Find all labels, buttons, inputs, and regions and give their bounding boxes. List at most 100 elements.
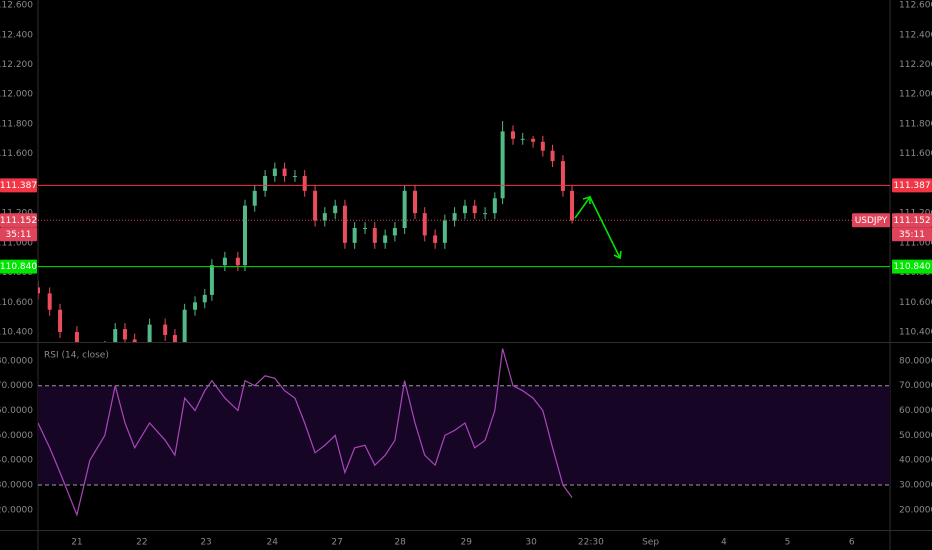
- y-tick-label: 111.000: [0, 238, 33, 248]
- x-tick-label: 22: [136, 538, 147, 548]
- candle-body: [442, 220, 447, 243]
- candle-body: [462, 205, 467, 214]
- candle-body: [235, 257, 240, 266]
- y-tick-label: 80.0000: [899, 356, 932, 366]
- y-tick-label: 112.200: [899, 60, 932, 70]
- x-tick-label: 23: [200, 538, 211, 548]
- y-tick-label: 30.0000: [899, 481, 932, 491]
- y-tick-label: 111.000: [899, 238, 932, 248]
- candle-body: [510, 131, 515, 139]
- candle-body: [147, 324, 152, 342]
- symbol-label: USDJPY: [855, 216, 888, 226]
- price-pane: [38, 120, 890, 342]
- candle-body: [313, 190, 318, 221]
- y-tick-label: 70.0000: [899, 381, 932, 391]
- y-tick-label: 111.600: [899, 149, 932, 159]
- x-tick-label: 5: [785, 538, 791, 548]
- y-tick-label: 112.000: [899, 90, 932, 100]
- x-tick-label: 27: [331, 538, 342, 548]
- candle-body: [322, 213, 327, 221]
- y-tick-label: 111.800: [899, 119, 932, 129]
- y-tick-label: 112.600: [0, 1, 33, 11]
- candle-body: [47, 293, 52, 310]
- candle-body: [132, 339, 137, 342]
- rsi-pane: [38, 348, 890, 517]
- candle-body: [252, 190, 257, 206]
- level-label-box: [892, 213, 932, 228]
- x-tick-label: 4: [721, 538, 727, 548]
- candle-body: [452, 213, 457, 221]
- symbol-label-box: [852, 213, 890, 228]
- x-tick-label: Sep: [642, 538, 659, 548]
- candle-body: [209, 265, 214, 295]
- candle-body: [182, 309, 187, 342]
- candle-body: [113, 329, 118, 342]
- y-tick-label: 110.400: [0, 328, 33, 338]
- level-label: 111.387: [893, 181, 930, 191]
- candle-body: [193, 302, 198, 310]
- candle-body: [483, 213, 488, 215]
- candle-body: [272, 168, 277, 176]
- candle-body: [363, 228, 368, 229]
- y-tick-label: 20.0000: [0, 505, 33, 515]
- candle-body: [352, 228, 357, 243]
- y-tick-label: 110.400: [899, 328, 932, 338]
- candle-body: [500, 131, 505, 199]
- rsi-band: [38, 385, 890, 486]
- y-tick-label: 60.0000: [899, 406, 932, 416]
- candle-body: [472, 205, 477, 214]
- countdown-label-box: [892, 227, 932, 242]
- candle-body: [433, 235, 438, 243]
- candle-body: [292, 175, 297, 177]
- y-tick-label: 110.600: [899, 298, 932, 308]
- trend-arrow: [574, 195, 622, 260]
- countdown-label: 35:11: [6, 230, 32, 240]
- candle-body: [383, 235, 388, 243]
- candle-body: [122, 329, 127, 340]
- level-label: 111.152: [0, 216, 37, 226]
- x-tick-label: 22:30: [578, 538, 604, 548]
- x-tick-label: 29: [461, 538, 473, 548]
- candle-body: [58, 309, 63, 333]
- candle-body: [413, 190, 418, 214]
- x-tick-label: 24: [267, 538, 279, 548]
- x-tick-label: 6: [849, 538, 855, 548]
- level-label-box: [892, 178, 932, 193]
- candle-body: [520, 138, 525, 140]
- y-tick-label: 30.0000: [0, 481, 33, 491]
- y-tick-label: 50.0000: [0, 431, 33, 441]
- candle-body: [422, 213, 427, 236]
- y-tick-label: 112.400: [899, 30, 932, 40]
- candle-body: [172, 335, 177, 342]
- candle-body: [302, 175, 307, 191]
- x-tick-label: 30: [525, 538, 537, 548]
- x-tick-label: 28: [394, 538, 406, 548]
- candle-body: [570, 190, 575, 221]
- candle-body: [202, 294, 207, 303]
- level-label-box: [892, 259, 932, 274]
- level-label-box: [0, 213, 37, 228]
- candle-body: [74, 332, 79, 342]
- level-label: 110.840: [893, 262, 930, 272]
- candle-body: [163, 324, 168, 336]
- level-label-box: [0, 178, 37, 193]
- y-tick-label: 70.0000: [0, 381, 33, 391]
- level-label: 111.387: [0, 181, 37, 191]
- candle-body: [540, 141, 545, 151]
- y-tick-label: 112.200: [0, 60, 33, 70]
- candle-body: [38, 287, 40, 294]
- candle-body: [531, 138, 536, 142]
- y-tick-label: 20.0000: [899, 505, 932, 515]
- level-label: 110.840: [0, 262, 37, 272]
- candle-body: [263, 175, 268, 191]
- candle-body: [342, 205, 347, 243]
- candle-body: [392, 228, 397, 236]
- x-tick-label: 21: [71, 538, 82, 548]
- candle-body: [492, 198, 497, 214]
- candle-body: [242, 205, 247, 266]
- candle-body: [402, 190, 407, 228]
- candle-body: [550, 150, 555, 162]
- rsi-title: RSI (14, close): [44, 351, 109, 361]
- countdown-label-box: [0, 227, 37, 242]
